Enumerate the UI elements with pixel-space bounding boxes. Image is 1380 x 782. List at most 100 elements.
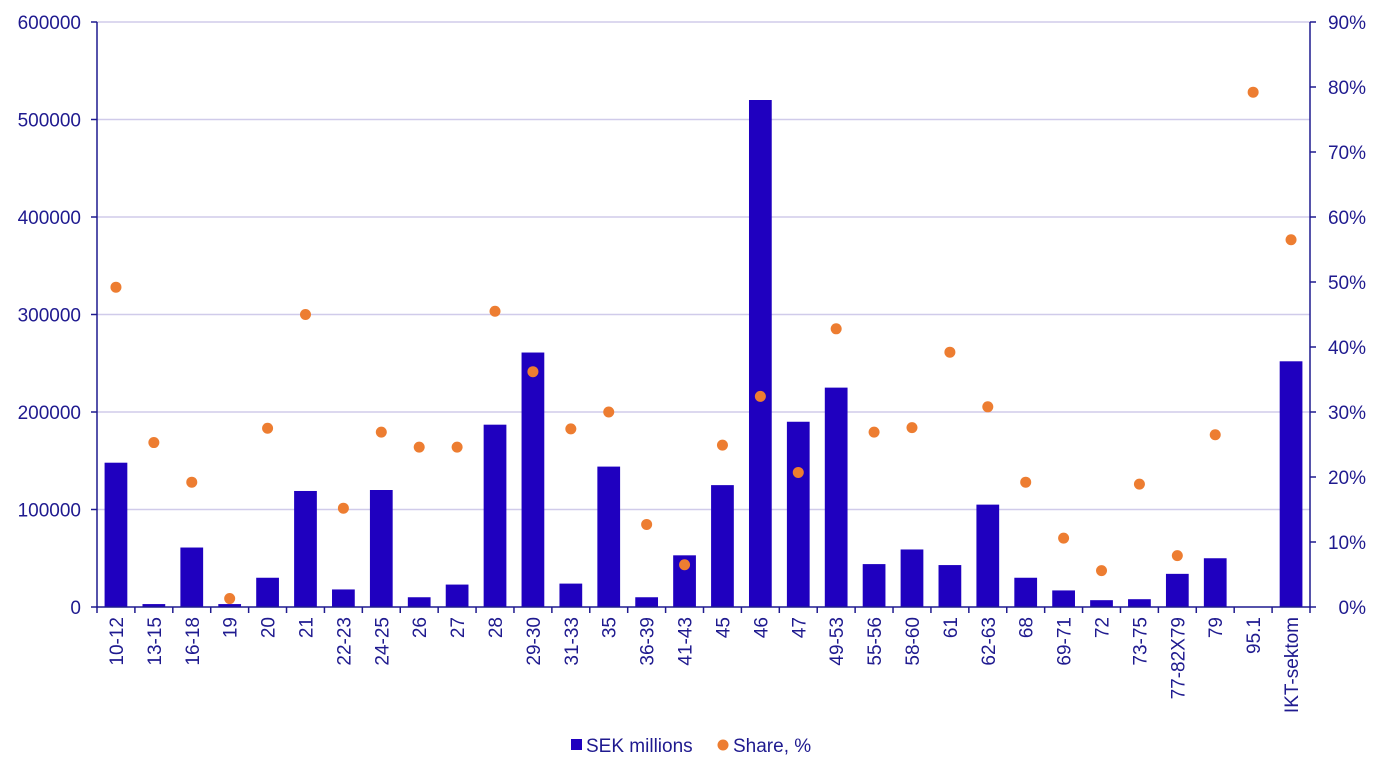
x-tick-label: 47 (789, 617, 810, 638)
right-tick-label: 30% (1328, 403, 1366, 424)
bar (748, 100, 772, 607)
share-point (489, 305, 501, 317)
right-tick-label: 60% (1328, 208, 1366, 229)
share-point (262, 422, 274, 434)
bar (900, 549, 924, 607)
left-tick-label: 600000 (18, 13, 81, 34)
share-point (716, 439, 728, 451)
share-point (1285, 234, 1297, 246)
x-tick-label: 16-18 (183, 617, 204, 666)
share-point (830, 323, 842, 335)
bar (142, 604, 166, 607)
bar (1203, 558, 1227, 607)
left-tick-label: 100000 (18, 501, 81, 522)
left-tick-label: 300000 (18, 306, 81, 327)
share-point (337, 502, 349, 514)
x-tick-label: 29-30 (524, 617, 545, 666)
x-tick-label: 24-25 (372, 617, 393, 666)
share-point (565, 423, 577, 435)
bar (256, 577, 279, 607)
bar (445, 584, 469, 607)
bar (976, 504, 1000, 607)
share-point (982, 401, 994, 413)
legend-label-sek-millions: SEK millions (586, 736, 693, 757)
legend-marker-bar (571, 739, 582, 750)
left-tick-label: 400000 (18, 208, 81, 229)
share-point (679, 559, 691, 571)
axes (91, 21, 1316, 613)
right-tick-label: 80% (1328, 78, 1366, 99)
share-point (754, 390, 766, 402)
x-tick-label: 55-56 (865, 617, 886, 666)
right-tick-label: 50% (1328, 273, 1366, 294)
x-tick-label: 41-43 (676, 617, 697, 666)
share-point (110, 281, 122, 293)
right-tick-label: 0% (1339, 598, 1367, 619)
bar (1279, 361, 1303, 607)
bar (824, 387, 848, 607)
right-tick-label: 70% (1328, 143, 1366, 164)
left-tick-label: 200000 (18, 403, 81, 424)
bar (104, 462, 128, 607)
bar (711, 485, 734, 607)
share-point (224, 593, 236, 605)
share-point (1209, 429, 1221, 441)
x-tick-label: 49-53 (827, 617, 848, 666)
share-point (792, 466, 804, 478)
x-tick-label: 77-82X79 (1168, 617, 1189, 699)
share-point (944, 346, 956, 358)
share-point (451, 441, 463, 453)
share-point (641, 518, 653, 530)
scatter-series-share (110, 86, 1297, 605)
x-tick-label: 19 (221, 617, 242, 638)
share-point (527, 366, 539, 378)
share-point (299, 309, 311, 320)
bar (332, 589, 355, 607)
x-tick-label: 69-71 (1055, 617, 1076, 666)
right-tick-label: 90% (1328, 13, 1366, 34)
x-tick-label: 21 (296, 617, 317, 638)
bar (407, 597, 431, 607)
x-tick-label: 68 (1017, 617, 1038, 638)
left-tick-label: 0 (70, 598, 81, 619)
bar (521, 352, 545, 607)
x-tick-label: 31-33 (562, 617, 583, 666)
bar (1090, 600, 1113, 607)
bar (559, 583, 583, 607)
x-tick-label: 58-60 (903, 617, 924, 666)
share-point (1247, 86, 1259, 98)
x-tick-label: 27 (448, 617, 469, 638)
bar (294, 490, 317, 607)
x-tick-label: 79 (1206, 617, 1227, 638)
right-tick-label: 40% (1328, 338, 1366, 359)
bar (786, 421, 810, 607)
x-tick-label: 26 (410, 617, 431, 638)
bar (1128, 599, 1151, 607)
x-tick-label: 13-15 (145, 617, 166, 666)
share-point (1133, 478, 1145, 490)
bar (1165, 573, 1189, 607)
right-axis-tick-labels: 0% 10% 20% 30% 40% 50% 60% 70% 80% 90% (1328, 13, 1366, 619)
bar (597, 466, 621, 607)
bar (1052, 590, 1075, 607)
x-tick-label: 62-63 (979, 617, 1000, 666)
x-tick-label: 73-75 (1130, 617, 1151, 666)
legend: SEK millions Share, % (571, 736, 811, 757)
x-tick-label: 95.1 (1244, 617, 1265, 654)
x-tick-label: 36-39 (638, 617, 659, 666)
x-tick-label: IKT-sektom (1282, 617, 1303, 713)
share-point (413, 441, 425, 453)
gridlines (97, 21, 1310, 511)
x-tick-label: 22-23 (334, 617, 355, 666)
x-tick-label: 45 (713, 617, 734, 638)
bar (673, 555, 696, 607)
x-tick-label: 20 (259, 617, 280, 638)
share-point (1171, 550, 1183, 562)
share-point (186, 476, 198, 488)
share-point (868, 426, 880, 438)
legend-label-share: Share, % (733, 736, 811, 757)
x-tick-label: 35 (600, 617, 621, 638)
share-point (1058, 532, 1070, 544)
x-tick-label: 28 (486, 617, 507, 638)
